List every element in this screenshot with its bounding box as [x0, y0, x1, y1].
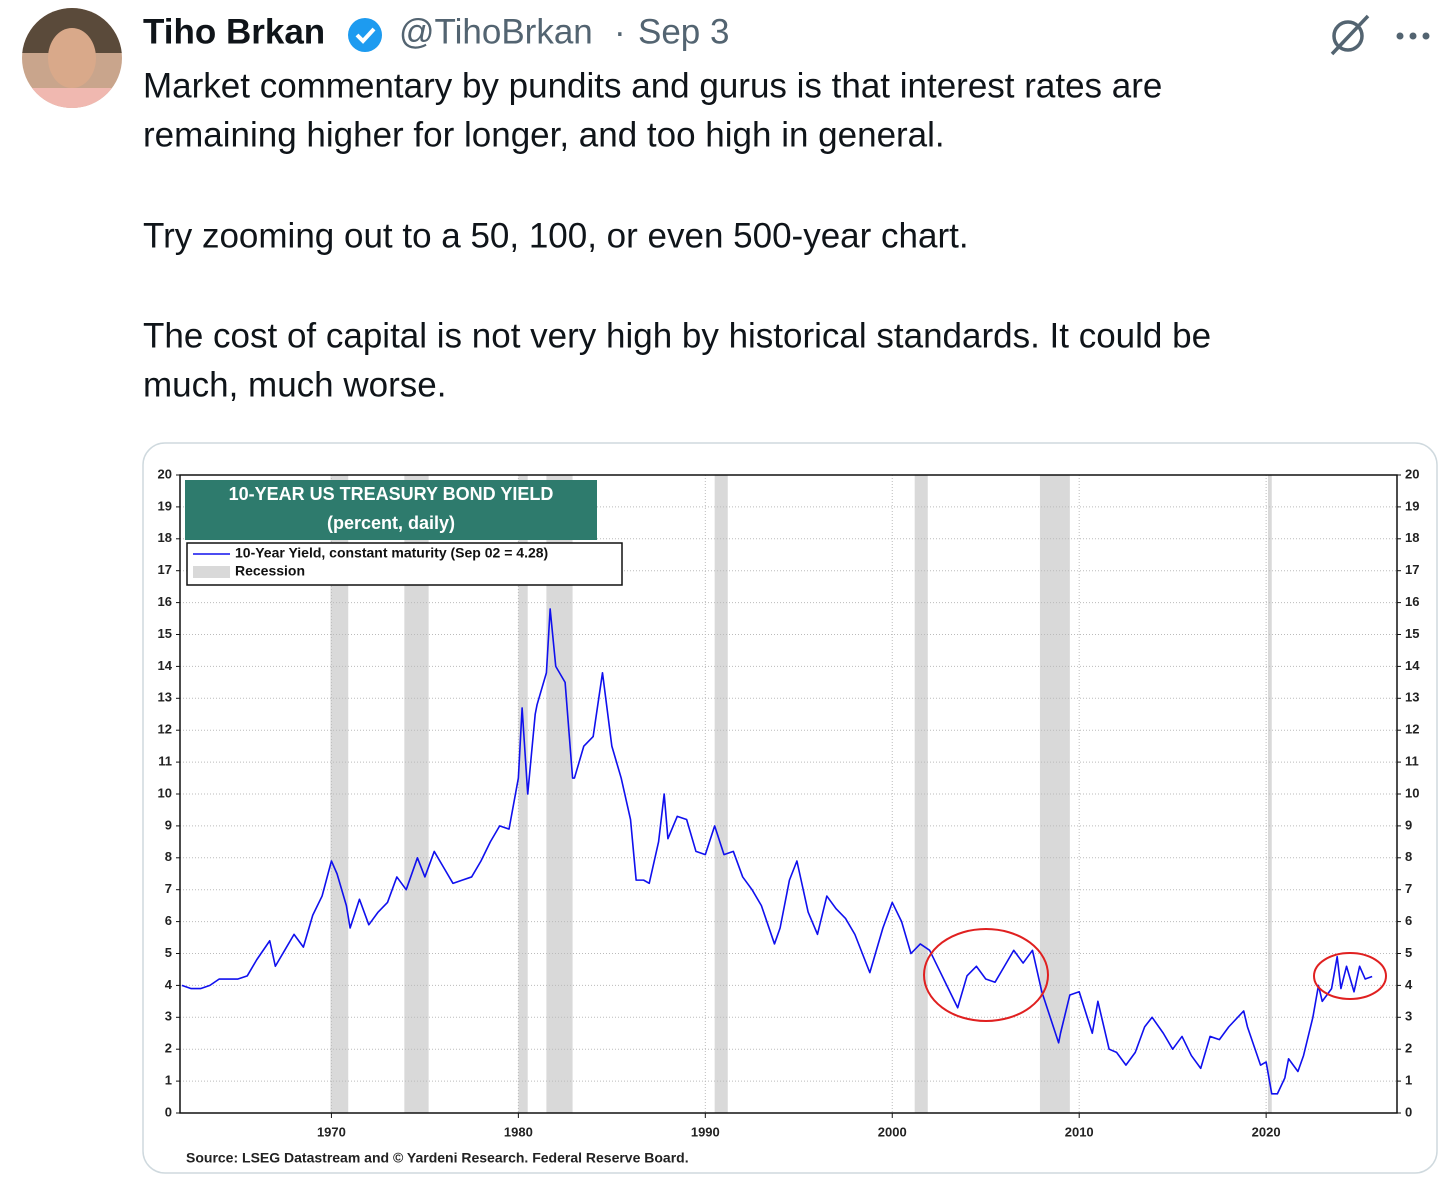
y-tick-label: 2	[165, 1041, 172, 1056]
y2-tick-label: 15	[1405, 626, 1419, 641]
y-tick-label: 15	[158, 626, 172, 641]
chart-subtitle: (percent, daily)	[327, 513, 455, 533]
verified-badge[interactable]	[348, 18, 382, 52]
y2-tick-label: 1	[1405, 1073, 1412, 1088]
y2-tick-label: 16	[1405, 594, 1419, 609]
separator: ·	[614, 12, 626, 51]
y2-tick-label: 4	[1405, 977, 1413, 992]
y2-tick-label: 12	[1405, 722, 1419, 737]
y2-tick-label: 7	[1405, 881, 1412, 896]
legend-label: Recession	[235, 563, 305, 579]
plot-frame	[179, 474, 1398, 1114]
avatar[interactable]	[22, 8, 122, 113]
y-tick-label: 18	[158, 530, 172, 545]
series-line	[181, 608, 1373, 1095]
y2-tick-label: 2	[1405, 1041, 1412, 1056]
y-tick-label: 5	[165, 945, 172, 960]
text-line: much, much worse.	[143, 365, 446, 404]
text-line: Try zooming out to a 50, 100, or even 50…	[143, 216, 969, 255]
y2-tick-label: 3	[1405, 1009, 1412, 1024]
y-tick-label: 1	[165, 1073, 172, 1088]
author-name[interactable]: Tiho Brkan	[143, 12, 325, 51]
grok-icon[interactable]	[1330, 14, 1370, 56]
author-handle[interactable]: @TihoBrkan	[399, 12, 593, 51]
y-tick-label: 3	[165, 1009, 172, 1024]
chart-title: 10-YEAR US TREASURY BOND YIELD	[229, 484, 554, 504]
y2-tick-label: 5	[1405, 945, 1412, 960]
y-tick-label: 11	[158, 754, 172, 769]
date[interactable]: Sep 3	[638, 12, 729, 51]
y-tick-label: 8	[165, 849, 172, 864]
y2-tick-label: 14	[1405, 658, 1420, 673]
recession-band	[714, 475, 728, 1113]
highlight-circle	[923, 928, 1049, 1022]
y-tick-label: 4	[165, 977, 173, 992]
media-card[interactable]	[142, 442, 1438, 1174]
y2-tick-label: 8	[1405, 849, 1412, 864]
y2-tick-label: 11	[1405, 754, 1419, 769]
y2-tick-label: 18	[1405, 530, 1419, 545]
y2-tick-label: 17	[1405, 562, 1419, 577]
highlight-circle	[1313, 952, 1387, 1000]
text-line: Market commentary by pundits and gurus i…	[143, 66, 1162, 105]
chart-source: Source: LSEG Datastream and © Yardeni Re…	[186, 1150, 689, 1166]
y-tick-label: 10	[158, 785, 172, 800]
y-tick-label: 13	[158, 690, 172, 705]
x-tick-label: 1990	[691, 1124, 720, 1139]
y-tick-label: 14	[158, 658, 173, 673]
legend	[186, 542, 623, 586]
y-tick-label: 19	[158, 498, 172, 513]
y2-tick-label: 13	[1405, 690, 1419, 705]
y2-tick-label: 9	[1405, 817, 1412, 832]
text-line: The cost of capital is not very high by …	[143, 316, 1211, 355]
tweet-text: Market commentary by pundits and gurus i…	[143, 66, 1211, 404]
more-icon[interactable]	[1396, 32, 1430, 40]
legend-label: 10-Year Yield, constant maturity (Sep 02…	[235, 545, 548, 561]
y2-tick-label: 0	[1405, 1104, 1412, 1119]
y-tick-label: 20	[158, 466, 172, 481]
x-tick-label: 2010	[1065, 1124, 1094, 1139]
y2-tick-label: 19	[1405, 498, 1419, 513]
x-tick-label: 2000	[878, 1124, 907, 1139]
title-box	[185, 480, 597, 540]
y2-tick-label: 20	[1405, 466, 1419, 481]
y-tick-label: 12	[158, 722, 172, 737]
y-tick-label: 7	[165, 881, 172, 896]
y-tick-label: 0	[165, 1104, 172, 1119]
y2-tick-label: 6	[1405, 913, 1412, 928]
text-line: remaining higher for longer, and too hig…	[143, 115, 945, 154]
x-tick-label: 1980	[504, 1124, 533, 1139]
y-tick-label: 17	[158, 562, 172, 577]
y2-tick-label: 10	[1405, 785, 1419, 800]
y-tick-label: 16	[158, 594, 172, 609]
legend-swatch	[193, 566, 230, 578]
x-tick-label: 1970	[317, 1124, 346, 1139]
x-tick-label: 2020	[1252, 1124, 1281, 1139]
y-tick-label: 6	[165, 913, 172, 928]
recession-band	[518, 475, 528, 1113]
y-tick-label: 9	[165, 817, 172, 832]
